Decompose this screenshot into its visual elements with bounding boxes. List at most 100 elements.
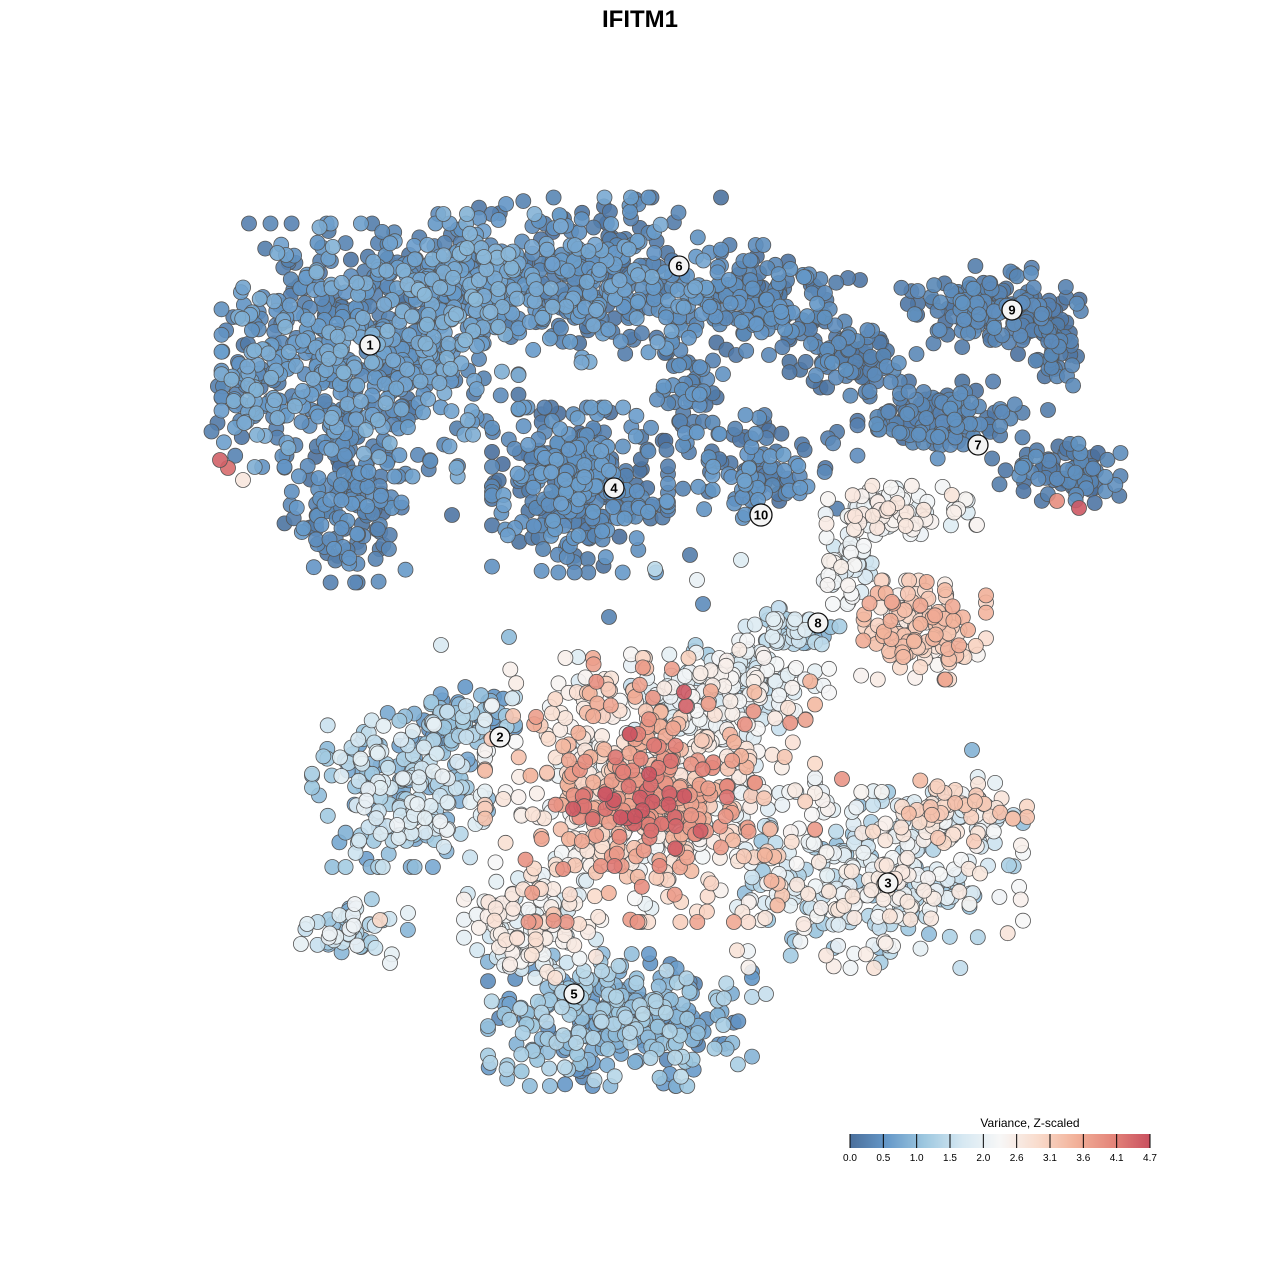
data-point	[597, 549, 614, 566]
data-point	[501, 1011, 518, 1028]
data-point	[623, 189, 639, 206]
data-point	[304, 779, 320, 796]
data-point	[457, 679, 474, 695]
data-point	[399, 361, 416, 378]
data-point	[484, 419, 500, 436]
data-point	[588, 948, 604, 965]
data-point	[462, 849, 479, 866]
data-point	[357, 422, 374, 439]
data-point	[774, 339, 791, 356]
data-point	[417, 335, 434, 352]
data-point	[965, 280, 982, 297]
data-point	[912, 597, 929, 614]
data-point	[627, 428, 644, 445]
data-point	[513, 1063, 530, 1080]
data-point	[539, 241, 555, 258]
data-point	[573, 354, 590, 371]
data-point	[692, 665, 709, 682]
data-point	[477, 712, 493, 728]
data-point	[584, 811, 601, 828]
data-point	[568, 1035, 584, 1051]
data-point	[1112, 445, 1129, 461]
data-point	[830, 937, 846, 954]
data-point	[642, 1050, 659, 1066]
cluster-label-8: 8	[807, 612, 829, 634]
data-point	[813, 900, 829, 916]
data-point	[643, 822, 660, 839]
data-point	[382, 235, 399, 252]
scatter-points	[203, 189, 1129, 1094]
data-point	[773, 303, 790, 320]
data-point	[956, 311, 972, 328]
data-point	[276, 459, 293, 475]
data-point	[744, 869, 760, 886]
data-point	[269, 410, 286, 427]
data-point	[937, 582, 953, 599]
data-point	[1049, 493, 1065, 509]
data-point	[365, 253, 382, 270]
data-point	[929, 450, 946, 467]
data-point	[280, 440, 297, 457]
data-point	[676, 788, 693, 804]
data-point	[505, 708, 521, 724]
data-point	[830, 916, 847, 933]
data-point	[900, 383, 917, 400]
data-point	[299, 916, 316, 932]
data-point	[726, 914, 742, 930]
data-point	[525, 341, 542, 358]
data-point	[399, 419, 416, 436]
data-point	[985, 373, 1001, 390]
data-point	[713, 189, 729, 206]
data-point	[663, 752, 679, 769]
data-point	[490, 318, 507, 335]
data-point	[482, 303, 499, 320]
data-point	[397, 561, 414, 578]
data-point	[510, 789, 527, 805]
data-point	[319, 717, 336, 734]
data-point	[555, 1027, 572, 1044]
data-point	[416, 286, 433, 303]
data-point	[818, 515, 835, 532]
data-point	[630, 267, 646, 284]
data-point	[918, 410, 935, 427]
legend-tick-label: 2.0	[976, 1153, 990, 1164]
data-point	[577, 753, 594, 770]
data-point	[490, 212, 507, 228]
cluster-label-text: 6	[675, 259, 682, 274]
data-point	[997, 462, 1014, 479]
data-point	[628, 310, 645, 327]
data-point	[557, 710, 574, 726]
data-point	[434, 768, 451, 785]
data-point	[409, 796, 426, 813]
data-point	[880, 500, 897, 517]
data-point	[514, 1025, 531, 1042]
data-point	[553, 495, 569, 512]
data-point	[513, 1046, 530, 1063]
data-point	[952, 960, 969, 976]
data-point	[324, 859, 341, 875]
data-point	[615, 764, 632, 780]
data-point	[858, 946, 874, 963]
data-point	[617, 1009, 634, 1026]
data-point	[667, 1049, 683, 1066]
data-point	[647, 993, 664, 1010]
data-point	[512, 1000, 529, 1017]
data-point	[1019, 809, 1035, 825]
data-point	[883, 479, 899, 496]
data-point	[693, 732, 710, 749]
data-point	[490, 281, 507, 298]
data-point	[1023, 265, 1039, 282]
data-point	[730, 1013, 747, 1030]
data-point	[855, 632, 872, 649]
data-point	[929, 778, 946, 795]
data-point	[769, 897, 786, 914]
cluster-label-text: 5	[570, 987, 577, 1002]
cluster-label-5: 5	[563, 983, 585, 1005]
data-point	[1071, 500, 1087, 516]
data-point	[400, 905, 416, 921]
data-point	[484, 558, 500, 575]
data-point	[946, 504, 962, 521]
data-point	[528, 281, 545, 298]
data-point	[744, 1048, 760, 1065]
